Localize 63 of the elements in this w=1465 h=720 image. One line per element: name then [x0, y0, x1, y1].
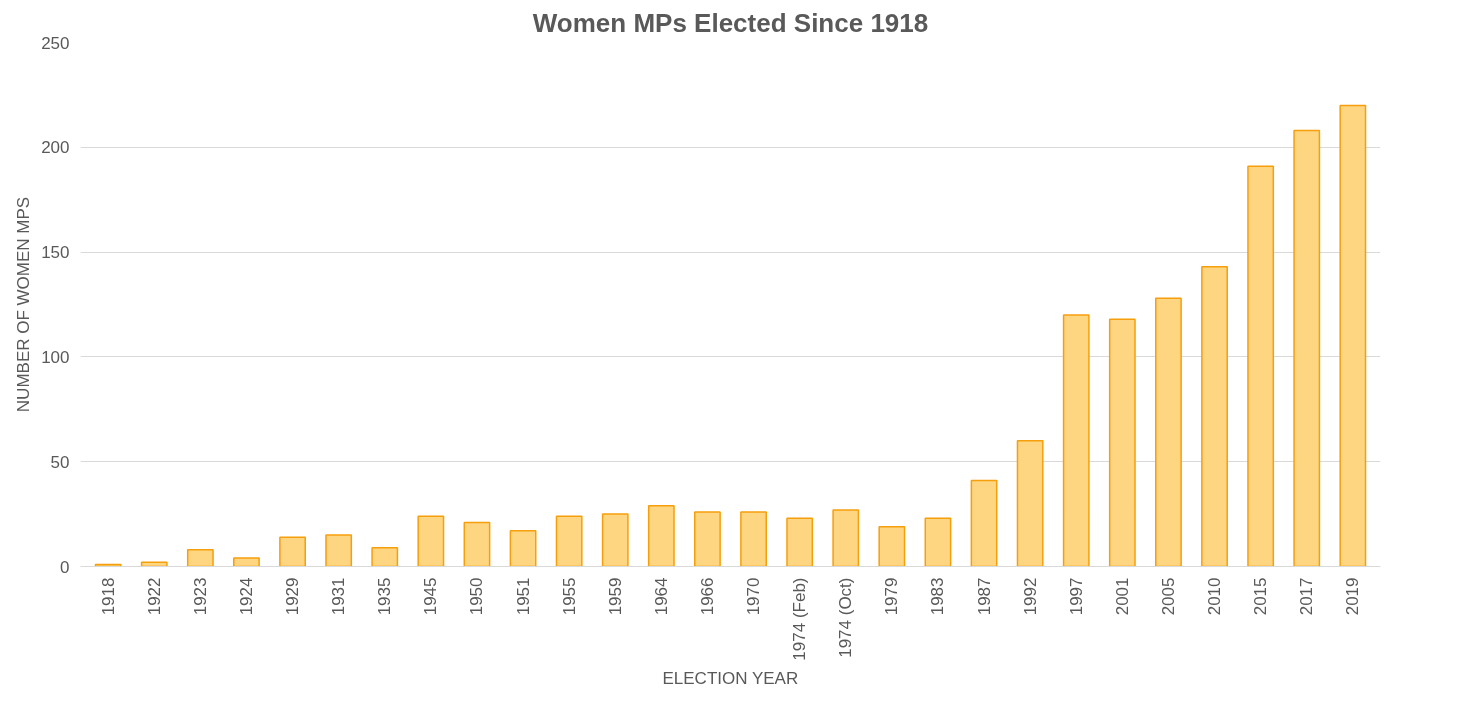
- y-tick-label: 150: [41, 243, 70, 263]
- bar: [970, 479, 998, 567]
- y-tick-label: 100: [41, 347, 70, 367]
- bar: [279, 536, 306, 567]
- x-tick-label: 1970: [744, 577, 764, 616]
- chart-title: Women MPs Elected Since 1918: [532, 7, 929, 38]
- x-tick-label: 1929: [283, 577, 303, 616]
- y-axis-title: NUMBER OF WOMEN MPS: [14, 196, 34, 413]
- x-tick-label: 2017: [1297, 577, 1317, 616]
- x-tick-label: 1951: [513, 577, 533, 616]
- x-tick-label: 2010: [1205, 577, 1225, 616]
- bar: [647, 504, 675, 567]
- bar: [786, 517, 814, 567]
- x-tick-label: 1983: [928, 577, 948, 616]
- x-tick-label: 1974 (Oct): [836, 577, 856, 658]
- y-tick-label: 50: [50, 452, 70, 472]
- bar: [740, 511, 767, 567]
- bar: [1339, 104, 1367, 567]
- bar: [1201, 266, 1228, 567]
- x-tick-label: 1959: [605, 577, 625, 616]
- x-tick-label: 1987: [974, 577, 994, 616]
- x-tick-label: 2001: [1112, 577, 1132, 616]
- x-tick-label: 1955: [559, 577, 579, 616]
- bar: [832, 509, 860, 567]
- bar: [509, 530, 537, 567]
- bar: [417, 515, 445, 567]
- bar: [325, 534, 353, 567]
- x-tick-label: 2005: [1158, 577, 1178, 616]
- x-tick-label: 1964: [651, 577, 671, 616]
- x-tick-label: 1931: [329, 577, 349, 616]
- x-tick-label: 1924: [236, 577, 256, 616]
- x-tick-label: 1992: [1020, 577, 1040, 616]
- bar: [694, 511, 721, 567]
- x-axis-title: ELECTION YEAR: [662, 668, 799, 688]
- x-tick-label: 1966: [697, 577, 717, 616]
- x-tick-label: 1923: [190, 577, 210, 616]
- bar: [555, 515, 583, 567]
- x-tick-label: 1950: [467, 577, 487, 616]
- bar: [1293, 129, 1321, 567]
- bar: [371, 546, 399, 567]
- x-tick-label: 1918: [98, 577, 118, 616]
- x-tick-label: 1922: [144, 577, 164, 616]
- y-tick-label: 250: [41, 33, 70, 53]
- bar: [1016, 439, 1044, 567]
- x-tick-label: 2019: [1343, 577, 1363, 616]
- bar: [233, 557, 260, 567]
- x-tick-label: 1997: [1066, 577, 1086, 616]
- x-tick-label: 1945: [421, 577, 441, 616]
- bar: [878, 525, 906, 567]
- bar: [1108, 318, 1136, 567]
- bar: [601, 513, 629, 567]
- y-tick-label: 200: [41, 138, 70, 158]
- x-tick-label: 1935: [375, 577, 395, 616]
- bar: [1155, 297, 1182, 567]
- x-tick-label: 1979: [882, 577, 902, 616]
- bar: [186, 548, 214, 567]
- bar: [1247, 165, 1275, 567]
- x-tick-label: 1974 (Feb): [790, 577, 810, 661]
- x-tick-label: 2015: [1251, 577, 1271, 616]
- bar: [463, 521, 491, 567]
- y-tick-label: 0: [60, 557, 70, 577]
- bar: [924, 517, 952, 567]
- bar: [1062, 314, 1090, 567]
